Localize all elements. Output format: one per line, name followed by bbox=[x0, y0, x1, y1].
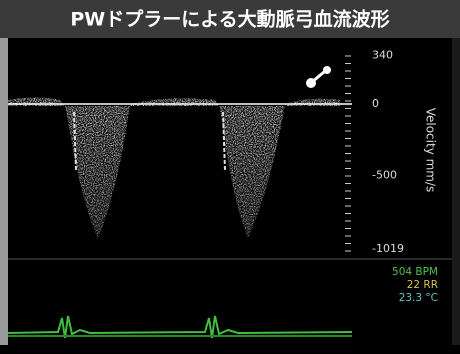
vital-reading: 504 BPM bbox=[392, 266, 438, 278]
tick-label: -500 bbox=[372, 168, 397, 181]
tick-label: 0 bbox=[372, 97, 379, 110]
right-border bbox=[452, 38, 460, 354]
tick-label: 340 bbox=[372, 49, 393, 62]
vital-reading: 22 RR bbox=[407, 279, 438, 291]
scale-label: Velocity mm/s bbox=[424, 108, 438, 193]
ultrasound-screen: PWドプラーによる大動脈弓血流波形 340 0 -500 -1019 Velocity… bbox=[0, 0, 460, 354]
vital-reading: 23.3 °C bbox=[399, 292, 438, 304]
bottom-strip bbox=[0, 345, 460, 354]
left-border bbox=[0, 38, 8, 354]
tick-label: -1019 bbox=[372, 242, 404, 255]
title: PWドプラーによる大動脈弓血流波形 bbox=[70, 8, 389, 31]
